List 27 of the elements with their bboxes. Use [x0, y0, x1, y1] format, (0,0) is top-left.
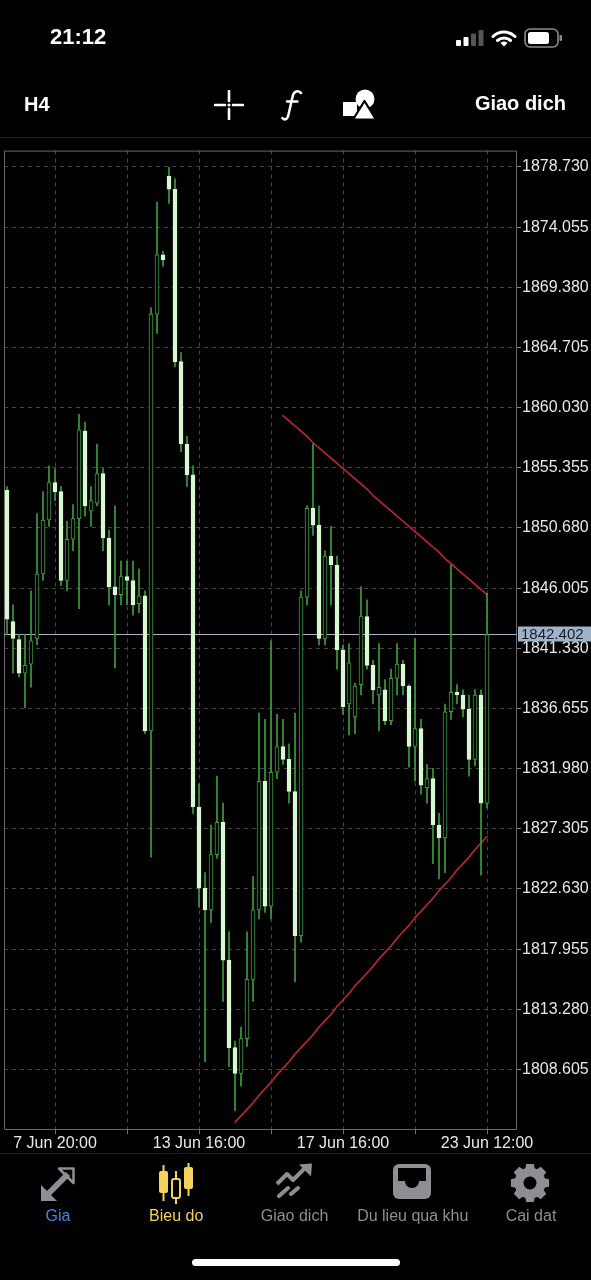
text: Du lieu qua khu — [357, 1207, 469, 1226]
text: Giao dich — [260, 1207, 329, 1226]
text: Bieu do — [149, 1207, 204, 1226]
y-tick-label: 1869.380 — [522, 277, 589, 295]
chart-title: H4 — [24, 93, 50, 116]
text: Cai dat — [505, 1207, 557, 1226]
x-tick-label: 17 Jun 16:00 — [296, 1134, 390, 1152]
y-tick-label: 1822.630 — [522, 879, 589, 897]
x-tick-label: 7 Jun 20:00 — [13, 1134, 97, 1152]
y-tick-label: 1860.030 — [522, 398, 589, 416]
y-tick-label: 1874.055 — [522, 217, 589, 235]
x-tick-label: 23 Jun 12:00 — [440, 1134, 534, 1152]
y-tick-label: 1846.005 — [522, 578, 589, 596]
y-tick-label: 1878.730 — [522, 157, 589, 175]
y-tick-label: 1808.605 — [522, 1059, 589, 1077]
text: Gia — [45, 1207, 71, 1226]
y-tick-label: 1813.280 — [522, 999, 589, 1017]
y-tick-label: 1831.980 — [522, 759, 589, 777]
y-tick-label: 1850.680 — [522, 518, 589, 536]
y-tick-label: 1855.355 — [522, 458, 589, 476]
y-tick-label: 1864.705 — [522, 337, 589, 355]
text: 21:12 — [50, 24, 107, 50]
y-tick-label: 1817.955 — [522, 939, 589, 957]
x-tick-label: 13 Jun 16:00 — [152, 1134, 246, 1152]
text: Giao dich — [474, 92, 566, 115]
y-tick-label: 1827.305 — [522, 819, 589, 837]
y-tick-label: 1836.655 — [522, 698, 589, 716]
